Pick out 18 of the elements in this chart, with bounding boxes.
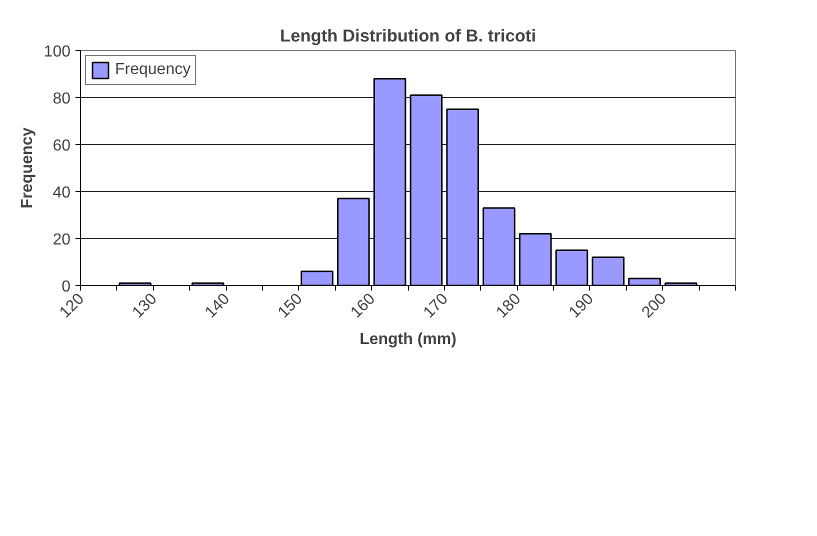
x-tick-label: 150 xyxy=(275,290,306,322)
chart-title: Length Distribution of B. tricoti xyxy=(280,26,536,46)
x-tick-label: 190 xyxy=(566,290,598,322)
x-tick-label: 170 xyxy=(420,290,452,322)
y-axis-title: Frequency xyxy=(18,127,36,208)
x-tick-label: 180 xyxy=(493,290,524,322)
x-tick-label: 130 xyxy=(129,290,160,322)
y-tick-label: 60 xyxy=(52,138,71,154)
x-tick-label: 140 xyxy=(202,290,234,322)
legend-label: Frequency xyxy=(115,61,191,79)
y-tick-label: 100 xyxy=(44,44,71,60)
x-tick-label: 160 xyxy=(348,290,379,322)
y-tick-label: 0 xyxy=(62,278,71,296)
y-tick-label: 20 xyxy=(52,232,71,248)
y-tick-label: 80 xyxy=(52,90,71,108)
x-tick-label: 200 xyxy=(638,290,670,322)
x-axis-title: Length (mm) xyxy=(360,330,456,348)
y-tick-label: 40 xyxy=(52,184,71,202)
